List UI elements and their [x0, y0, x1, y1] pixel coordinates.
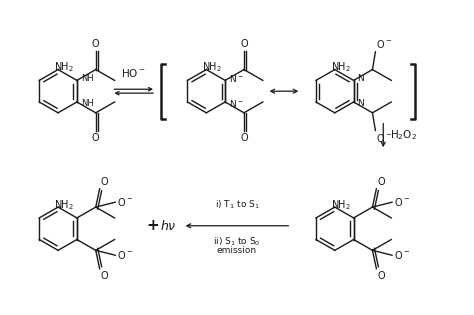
Text: O$^-$: O$^-$ [376, 133, 392, 145]
Text: HO$^-$: HO$^-$ [121, 67, 146, 79]
Text: NH: NH [81, 100, 93, 108]
Text: NH: NH [81, 74, 93, 83]
Text: O: O [377, 271, 385, 281]
Text: O$^-$: O$^-$ [376, 38, 392, 50]
Text: O: O [100, 177, 108, 187]
Text: O: O [240, 39, 248, 49]
Text: emission: emission [217, 246, 257, 255]
Text: h$\nu$: h$\nu$ [160, 219, 176, 233]
Text: NH$_2$: NH$_2$ [202, 61, 222, 74]
Text: NH$_2$: NH$_2$ [331, 198, 351, 212]
Text: N: N [357, 100, 365, 108]
Text: H$_2$O$_2$: H$_2$O$_2$ [390, 129, 417, 142]
Text: O: O [92, 39, 100, 49]
Text: NH$_2$: NH$_2$ [331, 61, 351, 74]
Text: O$^-$: O$^-$ [117, 249, 133, 261]
Text: N$^-$: N$^-$ [229, 99, 244, 109]
Text: O: O [100, 271, 108, 281]
Text: NH$_2$: NH$_2$ [54, 61, 74, 74]
Text: O$^-$: O$^-$ [117, 196, 133, 208]
Text: O: O [240, 133, 248, 143]
Text: i) T$_1$ to S$_1$: i) T$_1$ to S$_1$ [215, 198, 259, 211]
Text: N: N [357, 74, 365, 83]
Text: +: + [146, 218, 159, 233]
Text: O$^-$: O$^-$ [394, 196, 410, 208]
Text: O: O [92, 133, 100, 143]
Text: O$^-$: O$^-$ [394, 249, 410, 261]
Text: N$^-$: N$^-$ [229, 73, 244, 84]
Text: ii) S$_1$ to S$_0$: ii) S$_1$ to S$_0$ [213, 236, 261, 248]
Text: NH$_2$: NH$_2$ [54, 198, 74, 212]
Text: O: O [377, 177, 385, 187]
